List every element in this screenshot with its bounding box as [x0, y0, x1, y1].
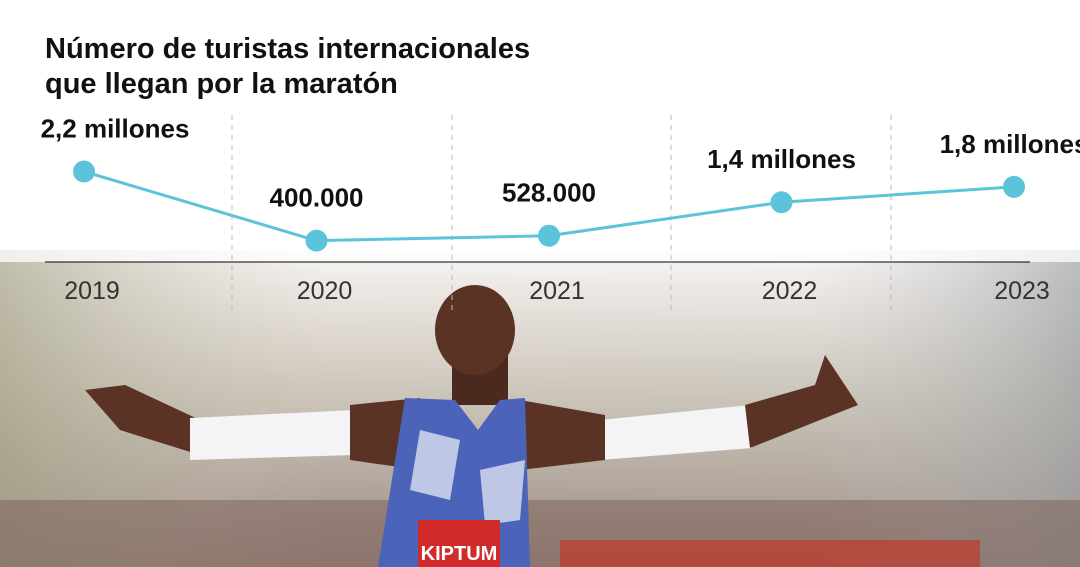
data-label: 1,4 millones	[707, 144, 856, 174]
separators	[231, 115, 892, 310]
data-label: 2,2 millones	[41, 114, 190, 144]
bib-text: KIPTUM	[421, 543, 498, 565]
data-point	[305, 229, 328, 252]
photo: KIPTUM	[0, 250, 1080, 567]
data-label: 400.000	[270, 183, 364, 213]
x-tick-label: 2021	[529, 277, 585, 305]
x-tick-label: 2023	[994, 277, 1050, 305]
x-tick-label: 2022	[762, 277, 818, 305]
data-label: 528.000	[502, 178, 596, 208]
data-point	[73, 160, 95, 183]
data-point	[770, 191, 793, 214]
chart-backdrop	[0, 0, 1080, 262]
data-point	[538, 224, 560, 247]
data-label: 1,8 millones	[940, 129, 1080, 159]
x-tick-label: 2019	[64, 277, 120, 305]
chart-title: Número de turistas internacionales que ll…	[45, 33, 530, 100]
data-point	[1003, 175, 1025, 198]
x-tick-label: 2020	[297, 277, 353, 305]
